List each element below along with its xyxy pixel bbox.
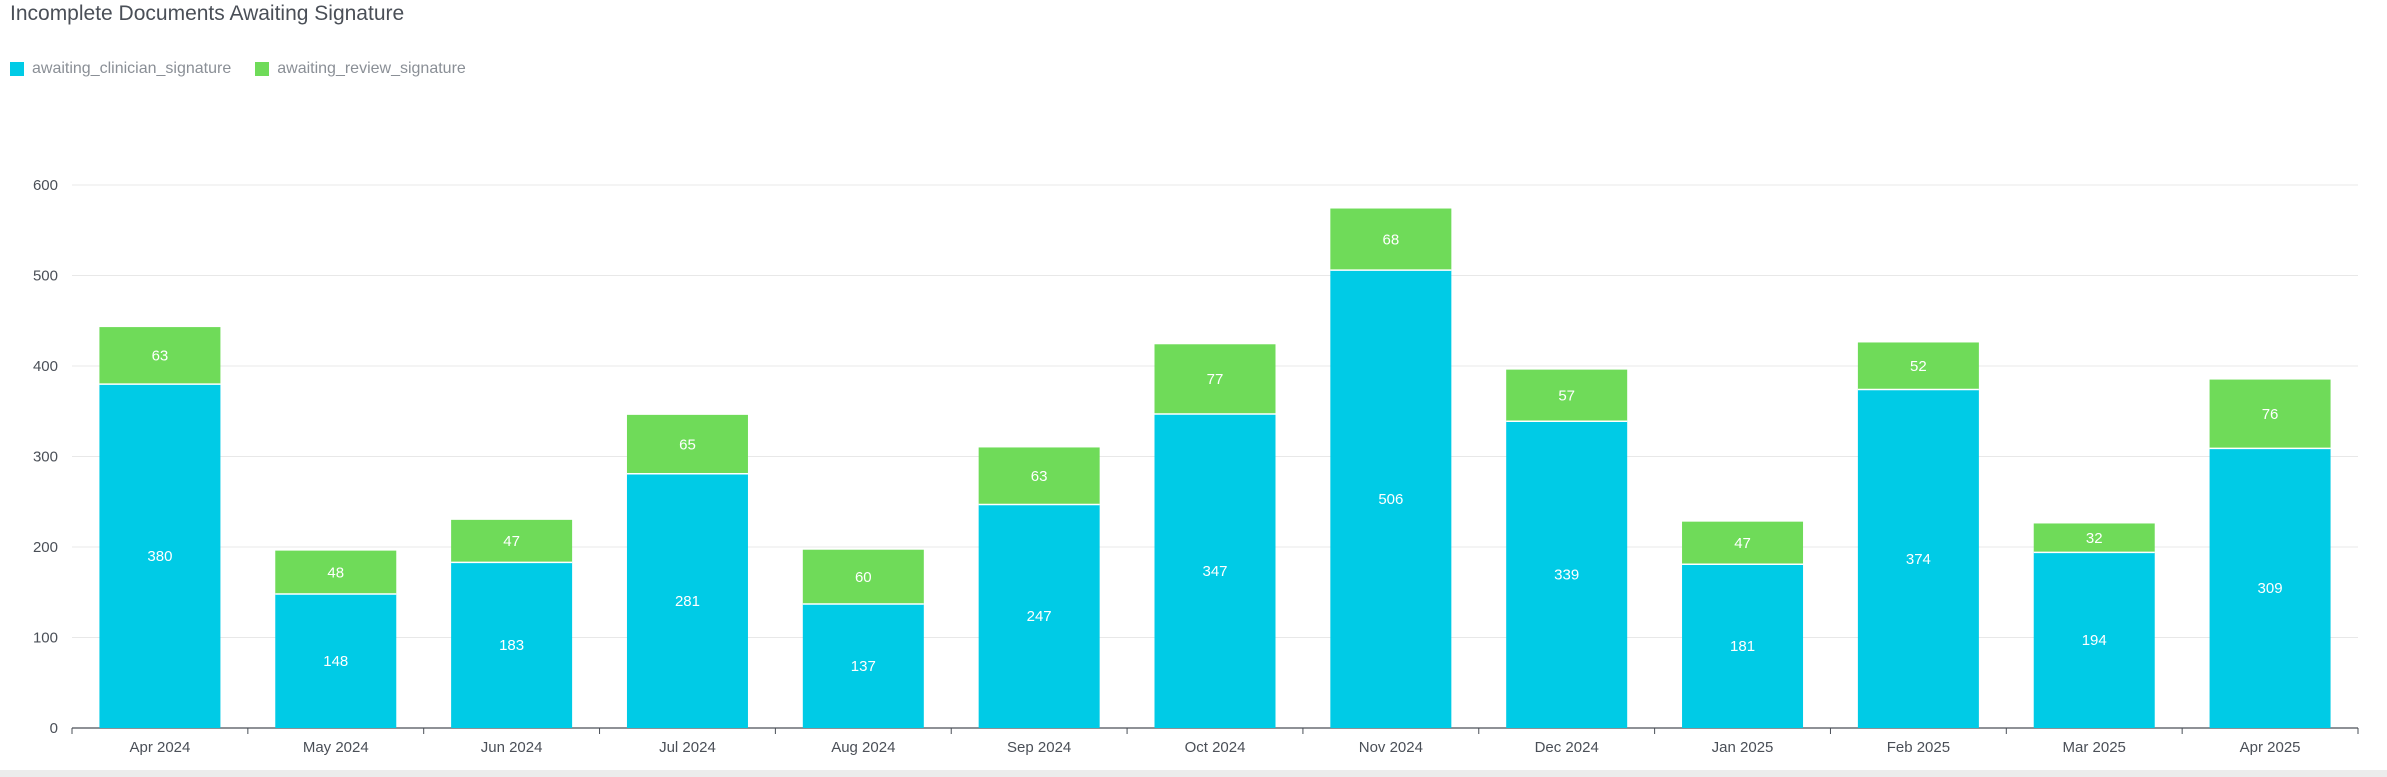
y-tick-label-400: 400	[33, 358, 58, 375]
bar-awaiting_clinician_signature-0	[99, 384, 221, 728]
bar-label-awaiting_review_signature-0: 63	[152, 348, 169, 365]
bar-label-awaiting_clinician_signature-6: 347	[1202, 563, 1227, 580]
x-tick-label-2: Jun 2024	[481, 739, 543, 756]
bar-label-awaiting_review_signature-10: 52	[1910, 358, 1927, 375]
bar-awaiting_review_signature-0	[99, 327, 221, 385]
bar-label-awaiting_review_signature-7: 68	[1383, 231, 1400, 248]
bar-awaiting_clinician_signature-1	[275, 594, 397, 728]
bar-label-awaiting_clinician_signature-5: 247	[1027, 608, 1052, 625]
bar-label-awaiting_review_signature-4: 60	[855, 569, 872, 586]
bar-awaiting_review_signature-12	[2209, 379, 2331, 449]
bar-label-awaiting_clinician_signature-11: 194	[2082, 632, 2107, 649]
bar-label-awaiting_review_signature-5: 63	[1031, 468, 1048, 485]
legend-label-review: awaiting_review_signature	[277, 60, 466, 77]
bottom-scroll-bar	[0, 770, 2387, 777]
bar-awaiting_review_signature-11	[2033, 523, 2155, 553]
legend-item-review[interactable]: awaiting_review_signature	[255, 60, 466, 78]
chart-title: Incomplete Documents Awaiting Signature	[10, 2, 405, 25]
bar-awaiting_review_signature-5	[978, 447, 1100, 505]
bar-awaiting_review_signature-7	[1330, 208, 1452, 271]
y-tick-label-500: 500	[33, 268, 58, 285]
y-tick-label-200: 200	[33, 539, 58, 556]
legend-swatch-review	[255, 62, 270, 76]
bar-awaiting_review_signature-4	[802, 549, 924, 605]
bar-label-awaiting_review_signature-9: 47	[1734, 535, 1751, 552]
bar-awaiting_review_signature-8	[1506, 369, 1628, 422]
bar-label-awaiting_clinician_signature-2: 183	[499, 637, 524, 654]
bar-label-awaiting_review_signature-12: 76	[2262, 406, 2279, 423]
x-tick-label-6: Oct 2024	[1185, 739, 1246, 756]
legend-item-clinician[interactable]: awaiting_clinician_signature	[10, 60, 231, 78]
bar-awaiting_review_signature-1	[275, 550, 397, 595]
bar-label-awaiting_clinician_signature-10: 374	[1906, 551, 1931, 568]
x-tick-label-7: Nov 2024	[1359, 739, 1423, 756]
bar-awaiting_clinician_signature-7	[1330, 270, 1452, 728]
x-tick-label-5: Sep 2024	[1007, 739, 1071, 756]
bar-awaiting_clinician_signature-12	[2209, 448, 2331, 728]
bar-label-awaiting_review_signature-6: 77	[1207, 371, 1224, 388]
bar-awaiting_review_signature-9	[1682, 521, 1804, 565]
bar-awaiting_clinician_signature-11	[2033, 552, 2155, 728]
bar-label-awaiting_clinician_signature-7: 506	[1378, 491, 1403, 508]
x-tick-label-4: Aug 2024	[831, 739, 895, 756]
x-tick-label-12: Apr 2025	[2240, 739, 2301, 756]
bar-label-awaiting_clinician_signature-8: 339	[1554, 567, 1579, 584]
x-tick-label-0: Apr 2024	[129, 739, 190, 756]
bar-label-awaiting_review_signature-1: 48	[327, 564, 344, 581]
bar-label-awaiting_review_signature-11: 32	[2086, 530, 2103, 547]
bar-label-awaiting_review_signature-2: 47	[503, 533, 520, 550]
x-tick-label-8: Dec 2024	[1535, 739, 1599, 756]
x-tick-label-1: May 2024	[303, 739, 369, 756]
x-tick-label-3: Jul 2024	[659, 739, 716, 756]
bar-label-awaiting_clinician_signature-1: 148	[323, 653, 348, 670]
x-tick-label-9: Jan 2025	[1712, 739, 1774, 756]
bar-awaiting_clinician_signature-3	[626, 473, 748, 728]
bar-awaiting_clinician_signature-5	[978, 504, 1100, 728]
bar-awaiting_clinician_signature-10	[1857, 389, 1979, 728]
y-tick-label-0: 0	[50, 720, 58, 737]
bar-awaiting_clinician_signature-4	[802, 604, 924, 728]
bar-awaiting_clinician_signature-6	[1154, 413, 1276, 728]
bar-awaiting_clinician_signature-2	[451, 562, 573, 728]
legend-swatch-clinician	[10, 62, 24, 76]
y-tick-label-300: 300	[33, 449, 58, 466]
bar-label-awaiting_review_signature-3: 65	[679, 436, 696, 453]
bar-awaiting_review_signature-10	[1857, 342, 1979, 390]
bar-awaiting_clinician_signature-9	[1682, 564, 1804, 728]
bar-label-awaiting_clinician_signature-4: 137	[851, 658, 876, 675]
bar-awaiting_review_signature-3	[626, 414, 748, 474]
legend: awaiting_clinician_signature awaiting_re…	[10, 60, 490, 78]
bar-label-awaiting_clinician_signature-3: 281	[675, 593, 700, 610]
x-tick-label-10: Feb 2025	[1887, 739, 1950, 756]
bar-label-awaiting_clinician_signature-9: 181	[1730, 638, 1755, 655]
bar-awaiting_review_signature-2	[451, 519, 573, 563]
y-tick-label-600: 600	[33, 177, 58, 194]
bar-awaiting_review_signature-6	[1154, 344, 1276, 414]
bar-label-awaiting_clinician_signature-0: 380	[147, 548, 172, 565]
bar-label-awaiting_clinician_signature-12: 309	[2258, 580, 2283, 597]
bar-awaiting_clinician_signature-8	[1506, 421, 1628, 728]
y-tick-label-100: 100	[33, 630, 58, 647]
legend-label-clinician: awaiting_clinician_signature	[32, 60, 232, 77]
bar-label-awaiting_review_signature-8: 57	[1558, 387, 1575, 404]
x-tick-label-11: Mar 2025	[2063, 739, 2126, 756]
